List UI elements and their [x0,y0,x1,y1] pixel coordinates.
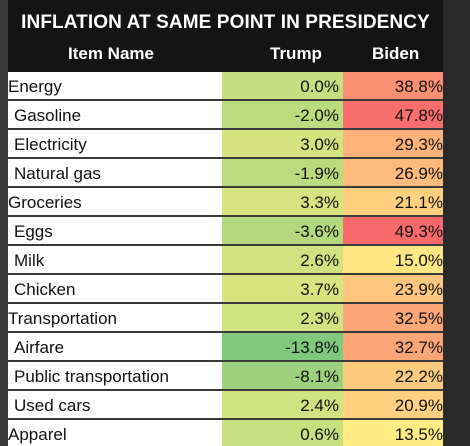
row-separator [8,128,443,130]
table-row: Used cars 2.4% 20.9% [8,391,443,420]
row-separator [8,215,443,217]
table-row: Transportation 2.3% 32.5% [8,304,443,333]
row-item-name: Gasoline [8,101,222,130]
table-header: INFLATION AT SAME POINT IN PRESIDENCY It… [8,0,443,72]
row-trump-value: -3.6% [222,217,343,246]
row-biden-value: 47.8% [343,101,443,130]
row-separator [8,186,443,188]
row-biden-value: 13.5% [343,420,443,446]
table-row: Natural gas -1.9% 26.9% [8,159,443,188]
row-separator [8,302,443,304]
row-trump-value: -1.9% [222,159,343,188]
row-trump-value: 0.6% [222,420,343,446]
row-item-name: Airfare [8,333,222,362]
row-trump-value: -13.8% [222,333,343,362]
row-separator [8,244,443,246]
row-item-name: Eggs [8,217,222,246]
row-separator [8,331,443,333]
left-border [0,0,8,446]
row-item-name: Electricity [8,130,222,159]
table-row: Eggs -3.6% 49.3% [8,217,443,246]
row-trump-value: -8.1% [222,362,343,391]
row-trump-value: 3.0% [222,130,343,159]
right-border [443,0,470,446]
table-title: INFLATION AT SAME POINT IN PRESIDENCY [21,12,430,33]
row-item-name: Transportation [8,304,222,333]
row-separator [8,389,443,391]
row-separator [8,273,443,275]
inflation-table: Energy 0.0% 38.8% Gasoline -2.0% 47.8% Electri… [8,72,443,446]
row-biden-value: 32.7% [343,333,443,362]
row-trump-value: 0.0% [222,72,343,101]
row-separator [8,157,443,159]
row-trump-value: 2.3% [222,304,343,333]
row-biden-value: 15.0% [343,246,443,275]
table-row: Electricity 3.0% 29.3% [8,130,443,159]
row-trump-value: 3.7% [222,275,343,304]
row-item-name: Milk [8,246,222,275]
table-row: Energy 0.0% 38.8% [8,72,443,101]
row-separator [8,360,443,362]
table-row: Apparel 0.6% 13.5% [8,420,443,446]
column-header-item-name: Item Name [68,44,154,63]
row-biden-value: 26.9% [343,159,443,188]
table-row: Groceries 3.3% 21.1% [8,188,443,217]
row-biden-value: 29.3% [343,130,443,159]
row-biden-value: 23.9% [343,275,443,304]
row-trump-value: 3.3% [222,188,343,217]
row-item-name: Chicken [8,275,222,304]
row-separator [8,418,443,420]
row-separator [8,99,443,101]
row-biden-value: 49.3% [343,217,443,246]
table-row: Airfare -13.8% 32.7% [8,333,443,362]
row-biden-value: 32.5% [343,304,443,333]
table-row: Gasoline -2.0% 47.8% [8,101,443,130]
table-row: Milk 2.6% 15.0% [8,246,443,275]
row-item-name: Used cars [8,391,222,420]
row-trump-value: 2.4% [222,391,343,420]
row-biden-value: 20.9% [343,391,443,420]
row-item-name: Apparel [8,420,222,446]
row-item-name: Natural gas [8,159,222,188]
row-trump-value: 2.6% [222,246,343,275]
column-header-trump: Trump [270,44,322,63]
column-header-biden: Biden [372,44,420,63]
row-biden-value: 21.1% [343,188,443,217]
row-biden-value: 38.8% [343,72,443,101]
row-item-name: Groceries [8,188,222,217]
row-item-name: Energy [8,72,222,101]
row-trump-value: -2.0% [222,101,343,130]
table-row: Public transportation -8.1% 22.2% [8,362,443,391]
row-biden-value: 22.2% [343,362,443,391]
row-item-name: Public transportation [8,362,222,391]
table-row: Chicken 3.7% 23.9% [8,275,443,304]
